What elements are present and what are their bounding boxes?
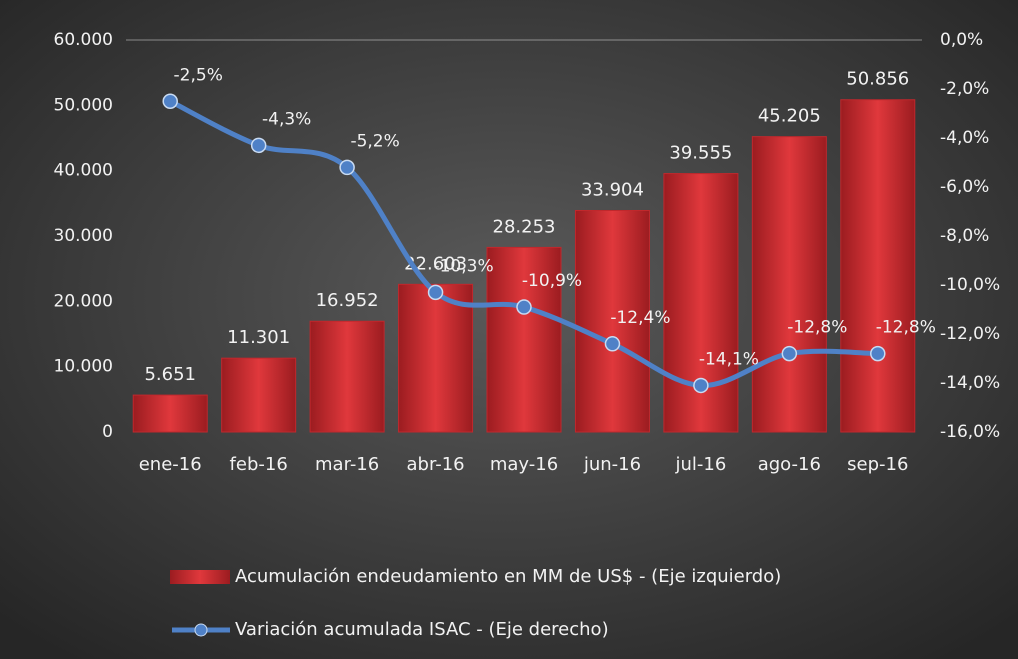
- y2-tick-label: -2,0%: [940, 79, 989, 99]
- bar-value-label: 45.205: [758, 106, 821, 127]
- line-marker: [339, 159, 355, 176]
- line-marker: [427, 284, 444, 301]
- line-marker: [516, 299, 532, 315]
- line-value-label: -2,5%: [174, 65, 223, 85]
- bar: [840, 99, 916, 433]
- y2-tick-label: -6,0%: [940, 177, 989, 197]
- y-tick-label: 30.000: [54, 226, 113, 246]
- line-marker: [781, 345, 798, 362]
- x-tick-label: may-16: [490, 454, 558, 475]
- legend-label: Acumulación endeudamiento en MM de US$ -…: [235, 566, 781, 587]
- line-value-label: -12,8%: [876, 318, 936, 338]
- bar-value-label: 11.301: [227, 327, 290, 348]
- line-marker: [693, 377, 709, 394]
- bar: [132, 394, 208, 433]
- bar: [751, 136, 827, 433]
- y2-tick-label: -16,0%: [940, 422, 1000, 442]
- bar: [309, 320, 385, 433]
- bar-value-label: 16.952: [316, 290, 379, 311]
- legend-swatch: [170, 570, 230, 584]
- bar-value-label: 5.651: [144, 364, 196, 385]
- line-value-label: -5,2%: [350, 131, 399, 151]
- legend-label: Variación acumulada ISAC - (Eje derecho): [235, 619, 609, 640]
- x-tick-label: mar-16: [315, 454, 379, 475]
- line-value-label: -12,4%: [610, 308, 670, 328]
- y2-tick-label: -14,0%: [940, 373, 1000, 393]
- y-tick-label: 50.000: [54, 95, 113, 115]
- bar: [663, 173, 739, 433]
- bar: [486, 246, 562, 433]
- x-tick-label: abr-16: [407, 454, 465, 475]
- x-tick-label: ago-16: [758, 454, 821, 475]
- x-tick-label: ene-16: [139, 454, 202, 475]
- bar-value-label: 39.555: [669, 143, 732, 164]
- x-tick-label: jul-16: [674, 454, 726, 475]
- y-tick-label: 60.000: [54, 30, 113, 50]
- y-tick-label: 40.000: [54, 161, 113, 181]
- x-tick-label: jun-16: [583, 454, 641, 475]
- bar-value-label: 22.603: [404, 253, 467, 274]
- y2-tick-label: -8,0%: [940, 226, 989, 246]
- y2-tick-label: -12,0%: [940, 324, 1000, 344]
- line-value-label: -4,3%: [262, 109, 311, 129]
- line-marker: [162, 93, 178, 109]
- line-marker: [870, 345, 886, 362]
- line-marker: [604, 336, 621, 352]
- line-value-label: -14,1%: [699, 349, 759, 369]
- line-marker: [250, 137, 267, 154]
- line-value-label: -10,3%: [433, 256, 493, 276]
- bar-value-label: 28.253: [493, 216, 556, 237]
- y2-tick-label: 0,0%: [940, 30, 983, 50]
- legend-marker: [194, 623, 208, 637]
- bar-value-label: 33.904: [581, 179, 644, 200]
- bar: [398, 283, 474, 433]
- y-tick-label: 0: [102, 422, 113, 442]
- y-tick-label: 10.000: [54, 357, 113, 377]
- bar: [574, 209, 650, 433]
- y2-tick-label: -4,0%: [940, 128, 989, 148]
- x-tick-label: feb-16: [230, 454, 288, 475]
- bar-value-label: 50.856: [846, 69, 909, 90]
- y2-tick-label: -10,0%: [940, 275, 1000, 295]
- line-value-label: -10,9%: [522, 271, 582, 291]
- x-tick-label: sep-16: [847, 454, 908, 475]
- bar: [221, 357, 297, 433]
- line-value-label: -12,8%: [787, 318, 847, 338]
- y-tick-label: 20.000: [54, 291, 113, 311]
